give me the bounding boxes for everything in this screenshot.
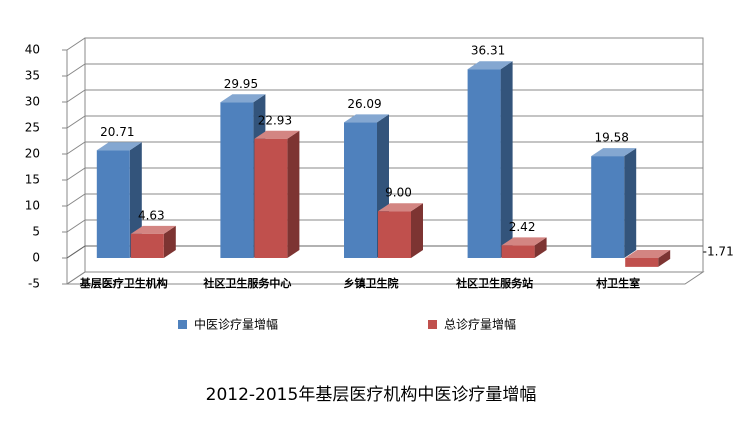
legend-label: 中医诊疗量增幅 xyxy=(194,317,278,332)
bar xyxy=(467,61,513,258)
y-tick-label: 0 xyxy=(32,251,40,265)
bar-face xyxy=(625,258,659,267)
y-tick-label: 5 xyxy=(32,225,40,239)
bar-face xyxy=(467,69,501,258)
x-tick-label: 社区卫生服务站 xyxy=(455,276,533,290)
chart-title: 2012-2015年基层医疗机构中医诊疗量增幅 xyxy=(206,385,537,405)
legend-swatch xyxy=(428,320,437,329)
bar-face xyxy=(378,203,423,212)
bar-face xyxy=(534,237,547,258)
bar xyxy=(501,237,547,258)
y-tick-label: 30 xyxy=(25,95,40,109)
value-label: 36.31 xyxy=(471,44,505,58)
value-label: 26.09 xyxy=(347,97,381,111)
bar-face xyxy=(220,94,266,103)
bar-face xyxy=(96,142,142,151)
x-tick-label: 乡镇卫生院 xyxy=(344,276,399,290)
bar-face xyxy=(501,237,547,246)
bar-face xyxy=(344,122,377,258)
x-tick-label: 基层医疗卫生机构 xyxy=(79,276,168,290)
y-tick-label: 35 xyxy=(25,69,40,83)
bar-face xyxy=(501,245,535,258)
bar-face xyxy=(163,225,176,258)
value-label: 19.58 xyxy=(595,131,629,145)
bar-face xyxy=(411,203,423,258)
bar-face xyxy=(625,250,671,258)
bar-face xyxy=(658,250,671,267)
legend-label: 总诊疗量增幅 xyxy=(444,317,516,332)
bar-face xyxy=(500,61,513,258)
bar-face xyxy=(220,102,254,258)
grid-line xyxy=(66,63,703,77)
y-tick-label: 40 xyxy=(25,43,40,57)
bar-face xyxy=(624,148,637,258)
bar xyxy=(625,250,671,267)
bar-face xyxy=(130,225,176,234)
x-tick-label: 村卫生室 xyxy=(596,276,640,290)
x-tick-label: 社区卫生服务中心 xyxy=(202,276,291,290)
legend-swatch xyxy=(178,320,187,329)
bar xyxy=(130,225,176,258)
bar-face xyxy=(467,61,513,70)
bar-face xyxy=(344,114,389,123)
bar xyxy=(591,148,637,258)
bar-face xyxy=(96,150,130,258)
bar-face xyxy=(378,211,411,258)
value-label: 20.71 xyxy=(100,125,134,139)
y-tick-label: 25 xyxy=(25,121,40,135)
value-label: 22.93 xyxy=(258,113,292,127)
value-label: -1.71 xyxy=(703,245,734,259)
value-label: 9.00 xyxy=(385,186,412,200)
bar xyxy=(378,203,423,258)
bar-face xyxy=(287,130,300,258)
bar-face xyxy=(254,138,288,258)
grid-line xyxy=(66,37,703,51)
bar xyxy=(96,142,142,258)
bar-face xyxy=(254,130,300,139)
y-tick-label: -5 xyxy=(28,277,40,291)
bar-face xyxy=(130,233,164,258)
value-label: 29.95 xyxy=(224,77,258,91)
y-tick-label: 10 xyxy=(25,199,40,213)
bar-face xyxy=(591,148,637,157)
grid-line xyxy=(66,89,703,103)
bar xyxy=(254,130,300,258)
grid-line xyxy=(66,271,703,285)
value-label: 2.42 xyxy=(509,220,536,234)
value-label: 4.63 xyxy=(138,208,165,222)
y-tick-label: 20 xyxy=(25,147,40,161)
bar-face xyxy=(591,156,625,258)
y-tick-label: 15 xyxy=(25,173,40,187)
